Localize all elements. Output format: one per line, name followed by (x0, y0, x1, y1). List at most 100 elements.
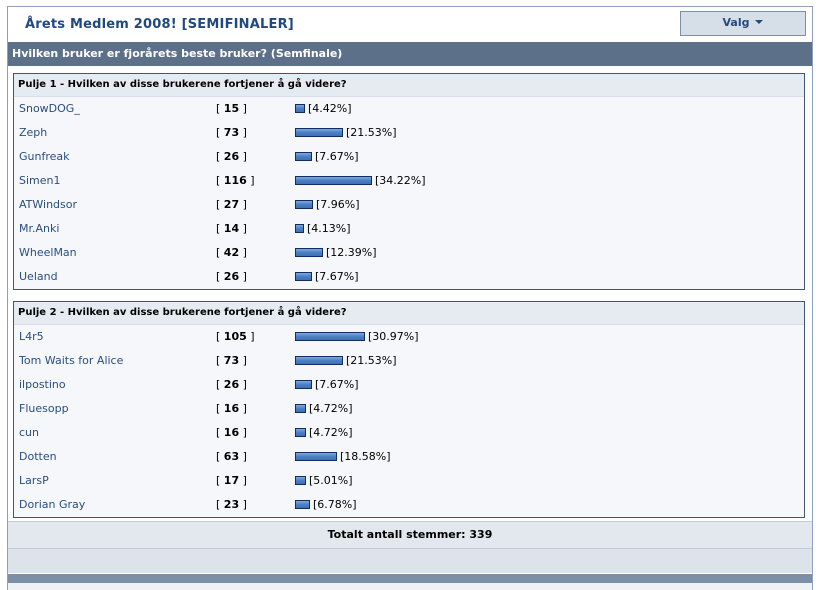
vote-count-value: 16 (223, 426, 240, 439)
vote-bar (295, 248, 323, 257)
vote-count-value: 26 (223, 150, 240, 163)
vote-count: [ 26 ] (216, 150, 247, 163)
pool-1: Pulje 1 - Hvilken av disse brukerene for… (13, 73, 805, 290)
poll-option-row: SnowDOG_ [ 15 ] [4.42%] (14, 97, 804, 121)
user-link[interactable]: Dotten (19, 450, 57, 463)
vote-percent: [4.72%] (309, 426, 353, 439)
poll-option-row: Tom Waits for Alice [ 73 ] [21.53%] (14, 349, 804, 373)
poll-option-row: Zeph [ 73 ] [21.53%] (14, 121, 804, 145)
user-link[interactable]: Simen1 (19, 174, 61, 187)
user-link[interactable]: Tom Waits for Alice (19, 354, 124, 367)
vote-percent: [12.39%] (326, 246, 377, 259)
vote-count: [ 16 ] (216, 402, 247, 415)
vote-bar (295, 128, 343, 137)
vote-bar (295, 200, 313, 209)
options-menu-label: Valg (722, 16, 750, 29)
poll-option-row: Dotten [ 63 ] [18.58%] (14, 445, 804, 469)
pool-question: Pulje 1 - Hvilken av disse brukerene for… (14, 74, 804, 97)
vote-percent: [4.42%] (308, 102, 352, 115)
user-link[interactable]: Zeph (19, 126, 48, 139)
vote-count: [ 27 ] (216, 198, 247, 211)
vote-count-value: 105 (223, 330, 247, 343)
vote-bar (295, 332, 365, 341)
vote-bar (295, 176, 372, 185)
user-link[interactable]: Mr.Anki (19, 222, 60, 235)
vote-count-value: 16 (223, 402, 240, 415)
vote-count-value: 14 (223, 222, 240, 235)
user-link[interactable]: Fluesopp (19, 402, 69, 415)
total-votes: Totalt antall stemmer: 339 (8, 521, 812, 549)
options-menu-button[interactable]: Valg (680, 11, 806, 36)
poll-option-row: L4r5 [ 105 ] [30.97%] (14, 325, 804, 349)
vote-percent: [21.53%] (346, 354, 397, 367)
vote-bar (295, 404, 306, 413)
vote-bar (295, 428, 306, 437)
poll-frame: Årets Medlem 2008! [SEMIFINALER] Valg Hv… (7, 6, 813, 590)
vote-count-value: 73 (223, 354, 240, 367)
user-link[interactable]: Dorian Gray (19, 498, 86, 511)
vote-percent: [6.78%] (313, 498, 357, 511)
vote-percent: [21.53%] (346, 126, 397, 139)
vote-count: [ 73 ] (216, 354, 247, 367)
vote-count-value: 116 (223, 174, 247, 187)
vote-count-value: 26 (223, 378, 240, 391)
vote-count: [ 42 ] (216, 246, 247, 259)
vote-percent: [7.67%] (315, 378, 359, 391)
vote-bar (295, 272, 312, 281)
vote-percent: [7.67%] (315, 270, 359, 283)
footer-row (8, 549, 812, 573)
vote-bar (295, 452, 337, 461)
vote-bar (295, 152, 312, 161)
poll-option-row: Ueland [ 26 ] [7.67%] (14, 265, 804, 289)
user-link[interactable]: ilpostino (19, 378, 66, 391)
pool-question: Pulje 2 - Hvilken av disse brukerene for… (14, 302, 804, 325)
vote-bar (295, 476, 306, 485)
poll-option-row: LarsP [ 17 ] [5.01%] (14, 469, 804, 493)
user-link[interactable]: WheelMan (19, 246, 77, 259)
poll-option-row: Dorian Gray [ 23 ] [6.78%] (14, 493, 804, 517)
user-link[interactable]: cun (19, 426, 39, 439)
vote-count-value: 15 (223, 102, 240, 115)
caret-down-icon (755, 20, 764, 24)
vote-count-value: 42 (223, 246, 240, 259)
vote-bar (295, 380, 312, 389)
vote-percent: [30.97%] (368, 330, 419, 343)
user-link[interactable]: ATWindsor (19, 198, 78, 211)
vote-bar (295, 224, 304, 233)
user-link[interactable]: Gunfreak (19, 150, 70, 163)
poll-option-row: ilpostino [ 26 ] [7.67%] (14, 373, 804, 397)
poll-option-row: Simen1 [ 116 ] [34.22%] (14, 169, 804, 193)
vote-percent: [5.01%] (309, 474, 353, 487)
vote-count-value: 23 (223, 498, 240, 511)
vote-percent: [34.22%] (375, 174, 426, 187)
vote-count-value: 27 (223, 198, 240, 211)
user-link[interactable]: Ueland (19, 270, 58, 283)
poll-option-row: cun [ 16 ] [4.72%] (14, 421, 804, 445)
footer-bar (8, 574, 812, 583)
user-link[interactable]: SnowDOG_ (19, 102, 80, 115)
vote-bar (295, 356, 343, 365)
vote-count: [ 26 ] (216, 378, 247, 391)
poll-header: Årets Medlem 2008! [SEMIFINALER] Valg (8, 7, 812, 41)
pool-2: Pulje 2 - Hvilken av disse brukerene for… (13, 301, 805, 518)
vote-count: [ 17 ] (216, 474, 247, 487)
poll-option-row: WheelMan [ 42 ] [12.39%] (14, 241, 804, 265)
vote-count: [ 63 ] (216, 450, 247, 463)
vote-count: [ 105 ] (216, 330, 255, 343)
vote-count: [ 26 ] (216, 270, 247, 283)
poll-option-row: Mr.Anki [ 14 ] [4.13%] (14, 217, 804, 241)
vote-bar (295, 500, 310, 509)
vote-percent: [7.67%] (315, 150, 359, 163)
vote-count-value: 63 (223, 450, 240, 463)
vote-count: [ 15 ] (216, 102, 247, 115)
vote-count: [ 23 ] (216, 498, 247, 511)
user-link[interactable]: LarsP (19, 474, 49, 487)
vote-percent: [18.58%] (340, 450, 391, 463)
page-title: Årets Medlem 2008! [SEMIFINALER] (25, 17, 294, 32)
poll-subtitle: Hvilken bruker er fjorårets beste bruker… (8, 42, 812, 66)
vote-count: [ 16 ] (216, 426, 247, 439)
vote-percent: [7.96%] (316, 198, 360, 211)
vote-count-value: 73 (223, 126, 240, 139)
poll-option-row: ATWindsor [ 27 ] [7.96%] (14, 193, 804, 217)
user-link[interactable]: L4r5 (19, 330, 44, 343)
